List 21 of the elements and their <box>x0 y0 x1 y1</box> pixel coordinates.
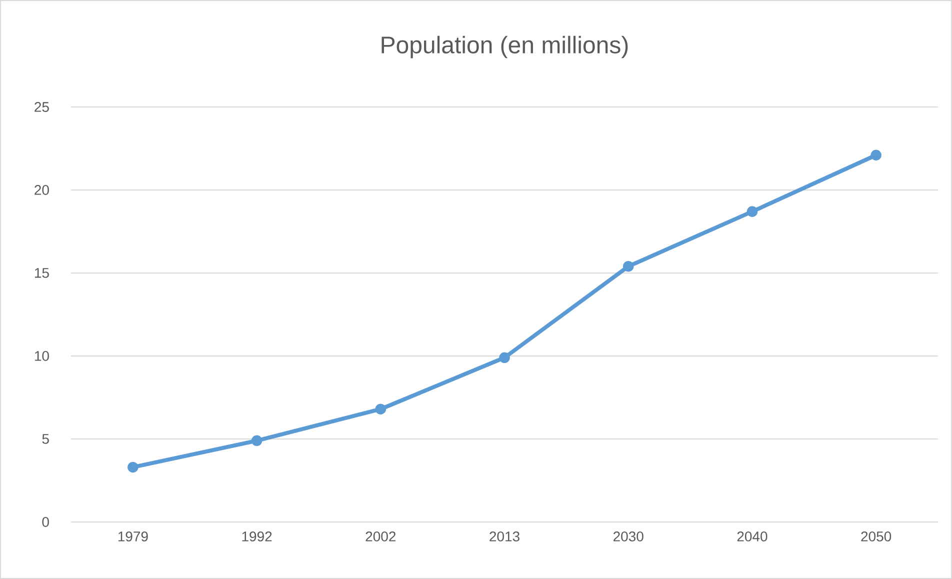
x-tick-label: 1992 <box>242 532 272 542</box>
point <box>375 404 386 414</box>
point <box>128 462 138 473</box>
chart-title: Population (en millions) <box>382 36 628 58</box>
point <box>622 260 634 272</box>
x-tick-label: 2050 <box>861 532 892 542</box>
x-tick-label: 2040 <box>737 532 768 542</box>
x-tick-label: 2030 <box>613 532 644 542</box>
x-tick-label: 1979 <box>118 532 148 542</box>
y-tick-label: 15 <box>34 268 49 278</box>
y-tick-label: 5 <box>42 434 49 444</box>
point <box>870 150 882 161</box>
point <box>746 206 758 217</box>
y-tick-label: 10 <box>34 351 49 361</box>
y-tick-label: 25 <box>34 102 49 112</box>
y-tick-label: 20 <box>34 185 49 195</box>
y-tick-label: 0 <box>42 517 49 527</box>
point <box>251 435 262 446</box>
point <box>499 352 510 364</box>
x-tick-label: 2013 <box>490 532 520 542</box>
x-tick-label: 2002 <box>366 532 396 542</box>
